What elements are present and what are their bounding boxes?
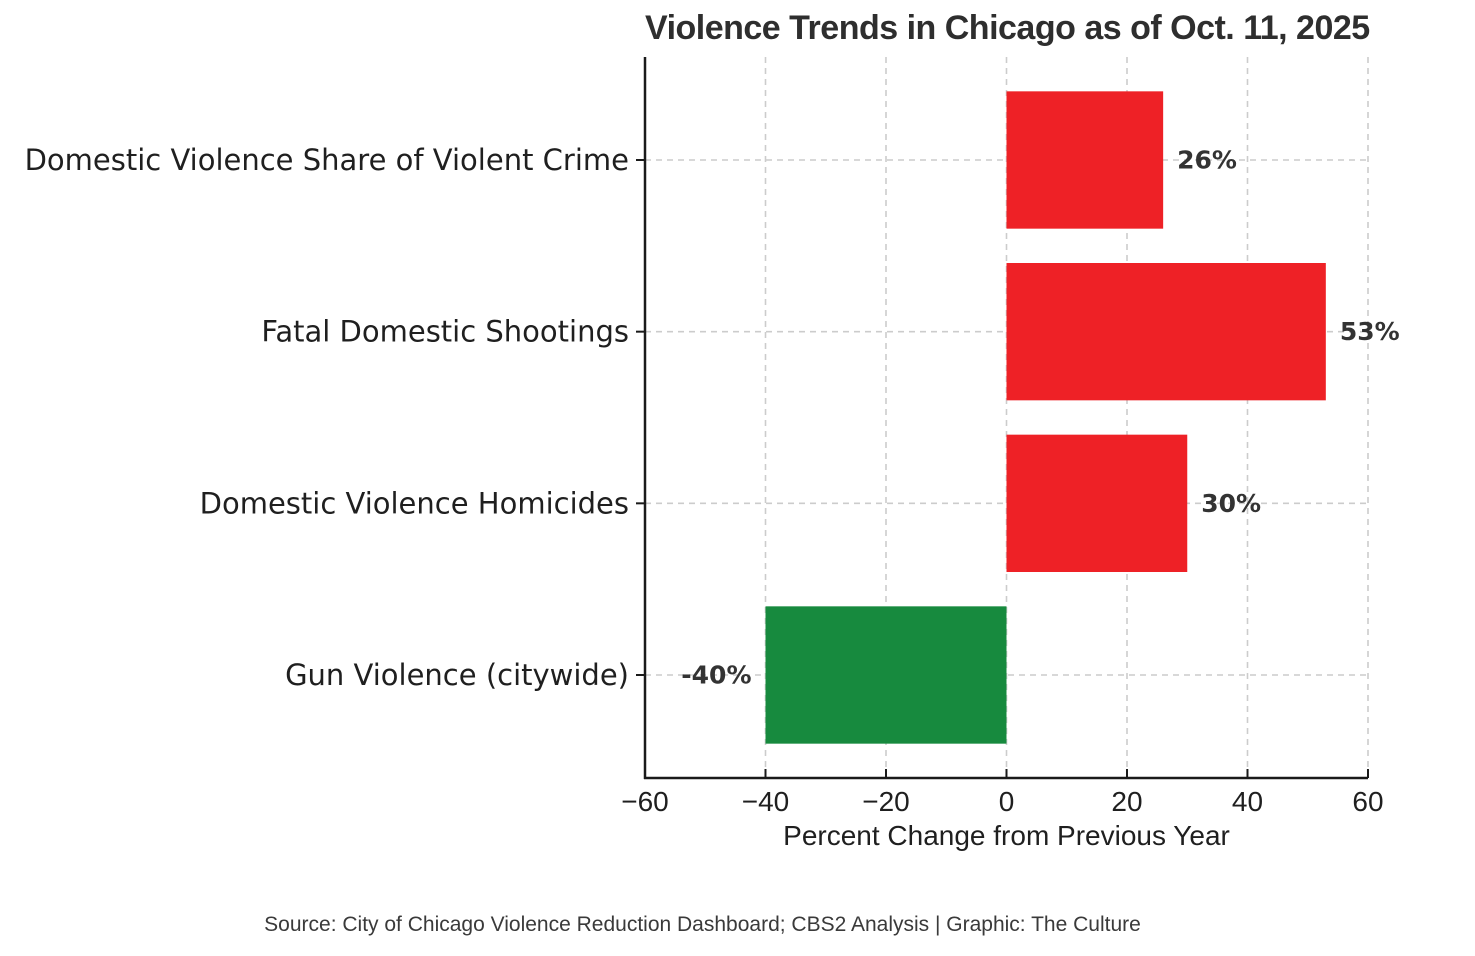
bar bbox=[1006, 263, 1326, 401]
x-axis-label: Percent Change from Previous Year bbox=[783, 820, 1230, 851]
bar bbox=[1006, 434, 1188, 572]
source-note: Source: City of Chicago Violence Reducti… bbox=[264, 913, 1141, 936]
bar-value-label: -40% bbox=[681, 661, 751, 690]
bar-value-label: 26% bbox=[1177, 146, 1237, 175]
category-label: Gun Violence (citywide) bbox=[285, 658, 629, 692]
x-tick-label: 60 bbox=[1352, 786, 1383, 817]
category-label: Domestic Violence Share of Violent Crime bbox=[25, 143, 629, 177]
chart-title: Violence Trends in Chicago as of Oct. 11… bbox=[645, 9, 1370, 47]
bar bbox=[1006, 91, 1164, 229]
x-tick-label: 0 bbox=[999, 786, 1015, 817]
bar-value-label: 30% bbox=[1201, 489, 1261, 518]
x-tick-label: −40 bbox=[742, 786, 790, 817]
x-tick-label: −20 bbox=[862, 786, 910, 817]
x-tick-label: −60 bbox=[621, 786, 669, 817]
category-label: Fatal Domestic Shootings bbox=[261, 315, 629, 349]
category-label: Domestic Violence Homicides bbox=[200, 486, 629, 520]
x-tick-label: 40 bbox=[1232, 786, 1263, 817]
bar bbox=[765, 606, 1007, 744]
bar-value-label: 53% bbox=[1340, 317, 1400, 346]
x-tick-label: 20 bbox=[1111, 786, 1142, 817]
